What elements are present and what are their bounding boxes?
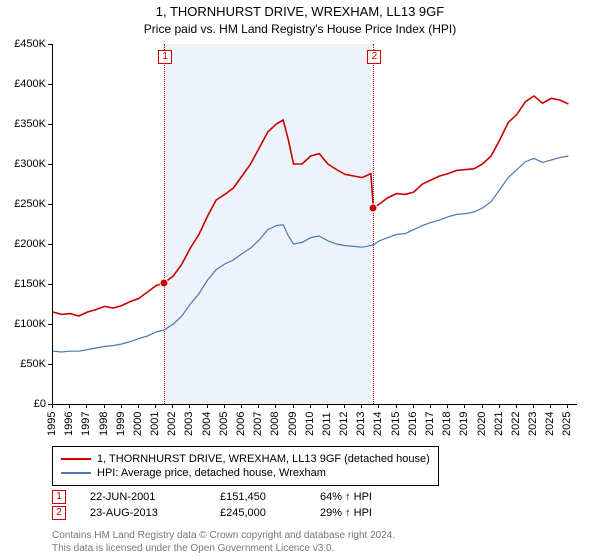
xtick-label: 2002 (166, 424, 178, 436)
chart-title: 1, THORNHURST DRIVE, WREXHAM, LL13 9GF (0, 4, 600, 19)
ytick-label: £450K (2, 38, 46, 50)
xtick-label: 2021 (493, 424, 505, 436)
sale-marker-1: 1 (52, 490, 66, 504)
event-marker-2: 2 (367, 50, 381, 64)
sales-table: 1 22-JUN-2001 £151,450 64% ↑ HPI 2 23-AU… (52, 490, 410, 522)
xtick-label: 2007 (252, 424, 264, 436)
xtick-label: 2025 (561, 424, 573, 436)
sale-pct-1: 64% ↑ HPI (320, 491, 410, 503)
sale-row-2: 2 23-AUG-2013 £245,000 29% ↑ HPI (52, 506, 410, 520)
ytick-label: £200K (2, 238, 46, 250)
xtick-label: 2016 (407, 424, 419, 436)
xtick-label: 2024 (544, 424, 556, 436)
sale-row-1: 1 22-JUN-2001 £151,450 64% ↑ HPI (52, 490, 410, 504)
legend-swatch-hpi (61, 472, 91, 474)
sale-price-2: £245,000 (220, 507, 320, 519)
sale-marker-2: 2 (52, 506, 66, 520)
xtick-label: 2012 (338, 424, 350, 436)
series-hpi (53, 156, 568, 352)
series-property (53, 96, 568, 316)
footer-attribution: Contains HM Land Registry data © Crown c… (52, 530, 395, 555)
legend-label-hpi: HPI: Average price, detached house, Wrex… (97, 467, 326, 479)
ytick-label: £400K (2, 78, 46, 90)
xtick-label: 2004 (201, 424, 213, 436)
ytick-label: £100K (2, 318, 46, 330)
legend-label-property: 1, THORNHURST DRIVE, WREXHAM, LL13 9GF (… (97, 453, 430, 465)
xtick-label: 2022 (510, 424, 522, 436)
ytick-label: £350K (2, 118, 46, 130)
xtick-label: 2001 (149, 424, 161, 436)
sale-point-2 (369, 204, 378, 213)
legend-swatch-property (61, 458, 91, 460)
event-marker-1: 1 (158, 50, 172, 64)
xtick-label: 2020 (476, 424, 488, 436)
xtick-label: 2009 (287, 424, 299, 436)
footer-line1: Contains HM Land Registry data © Crown c… (52, 530, 395, 543)
xtick-label: 1995 (46, 424, 58, 436)
sale-point-1 (160, 278, 169, 287)
chart-subtitle: Price paid vs. HM Land Registry's House … (0, 22, 600, 36)
xtick-label: 2005 (218, 424, 230, 436)
ytick-label: £0 (2, 398, 46, 410)
ytick-label: £150K (2, 278, 46, 290)
ytick-label: £300K (2, 158, 46, 170)
sale-date-2: 23-AUG-2013 (90, 507, 220, 519)
legend: 1, THORNHURST DRIVE, WREXHAM, LL13 9GF (… (52, 446, 439, 486)
plot-area: 12 (52, 44, 577, 405)
xtick-label: 1996 (63, 424, 75, 436)
xtick-label: 2011 (321, 424, 333, 436)
xtick-label: 2013 (355, 424, 367, 436)
ytick-label: £50K (2, 358, 46, 370)
xtick-label: 1998 (98, 424, 110, 436)
sale-date-1: 22-JUN-2001 (90, 491, 220, 503)
sale-pct-2: 29% ↑ HPI (320, 507, 410, 519)
xtick-label: 2003 (183, 424, 195, 436)
xtick-label: 1997 (80, 424, 92, 436)
xtick-label: 2006 (235, 424, 247, 436)
xtick-label: 2000 (132, 424, 144, 436)
xtick-label: 2015 (390, 424, 402, 436)
xtick-label: 2010 (304, 424, 316, 436)
footer-line2: This data is licensed under the Open Gov… (52, 543, 395, 556)
xtick-label: 2018 (441, 424, 453, 436)
xtick-label: 2023 (527, 424, 539, 436)
ytick-label: £250K (2, 198, 46, 210)
legend-row-hpi: HPI: Average price, detached house, Wrex… (61, 467, 430, 479)
sale-price-1: £151,450 (220, 491, 320, 503)
xtick-label: 2019 (458, 424, 470, 436)
legend-row-property: 1, THORNHURST DRIVE, WREXHAM, LL13 9GF (… (61, 453, 430, 465)
xtick-label: 1999 (115, 424, 127, 436)
xtick-label: 2014 (372, 424, 384, 436)
xtick-label: 2017 (424, 424, 436, 436)
series-svg (53, 44, 577, 404)
xtick-label: 2008 (269, 424, 281, 436)
